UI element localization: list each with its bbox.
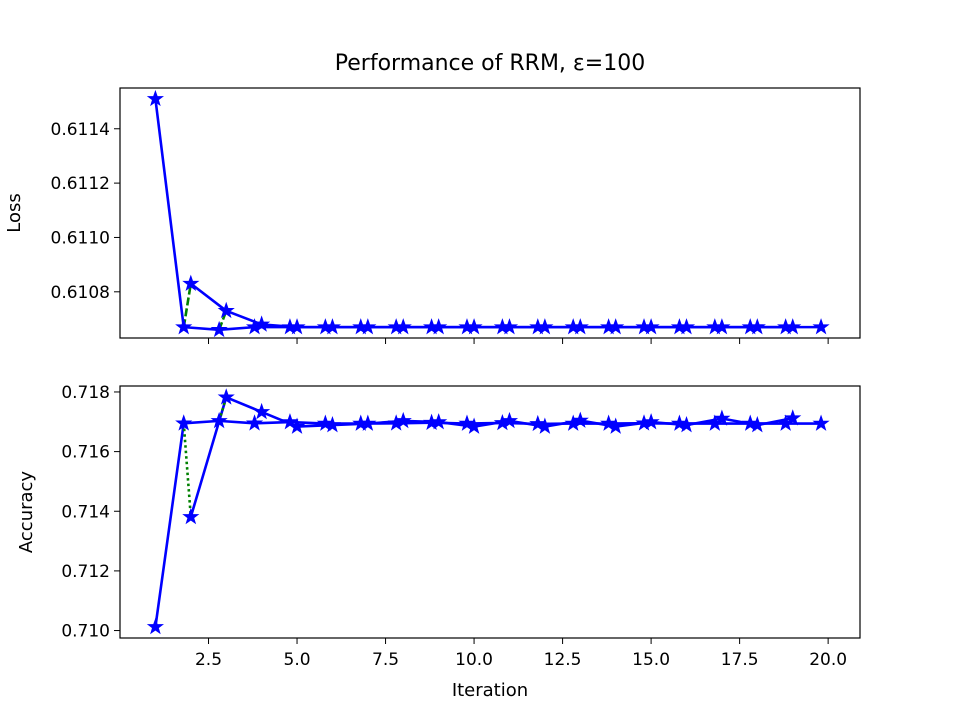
x-tick-label: 12.5 [544, 650, 582, 670]
connector-line [182, 283, 193, 328]
data-point-star [500, 318, 519, 335]
x-tick-label: 10.0 [455, 650, 493, 670]
data-point-star [217, 301, 235, 319]
data-point-star [288, 417, 306, 434]
data-point-star [571, 318, 589, 335]
y-tick-label: 0.710 [61, 622, 110, 642]
data-point-star [394, 318, 412, 335]
x-tick-label: 20.0 [809, 650, 847, 670]
data-point-star [430, 413, 448, 430]
data-point-star [458, 414, 476, 431]
data-point-star [571, 411, 589, 428]
x-tick-label: 17.5 [721, 650, 759, 670]
y-tick-label: 0.6112 [51, 174, 110, 194]
data-point-star [146, 617, 164, 635]
data-point-star [359, 318, 377, 335]
data-point-star [465, 318, 483, 335]
series-line [154, 98, 822, 332]
data-point-star [465, 417, 483, 434]
plot-area-frame [119, 87, 861, 339]
data-point-star [677, 318, 696, 335]
data-point-star [245, 414, 264, 431]
data-point-star [642, 413, 660, 430]
y-tick-label: 0.718 [61, 383, 110, 403]
x-tick-label: 2.5 [195, 650, 222, 670]
data-point-star [812, 414, 830, 431]
data-point-star [600, 414, 618, 431]
connector-line [217, 396, 228, 422]
y-tick-label: 0.716 [61, 443, 110, 463]
data-point-star [253, 315, 271, 332]
data-point-star [430, 318, 448, 335]
data-point-star [217, 388, 235, 405]
x-tick-label: 5.0 [284, 650, 311, 670]
x-tick-label: 7.5 [372, 650, 399, 670]
x-axis-label: Iteration [452, 680, 528, 701]
series-line [154, 419, 822, 628]
y-tick-label: 0.714 [61, 502, 110, 522]
data-point-star [536, 318, 554, 335]
data-point-star [281, 413, 299, 430]
data-point-star [812, 318, 830, 335]
data-point-star [175, 318, 193, 335]
y-axis-label: Accuracy [16, 471, 37, 554]
y-tick-label: 0.712 [61, 562, 110, 582]
data-point-star [359, 414, 377, 431]
data-point-star [210, 320, 228, 338]
y-tick-label: 0.6114 [51, 120, 110, 140]
series-line [190, 282, 793, 329]
data-point-star [394, 411, 412, 429]
connector-line [182, 423, 193, 518]
data-point-star [175, 414, 193, 431]
plot-area-frame [119, 385, 861, 639]
y-tick-label: 0.6108 [51, 283, 110, 303]
data-point-star [182, 507, 200, 525]
x-tick-label: 15.0 [632, 650, 670, 670]
data-point-star [642, 318, 660, 335]
data-point-star [529, 414, 547, 432]
data-point-star [748, 416, 766, 433]
chart-title: Performance of RRM, ε=100 [335, 51, 645, 76]
data-point-star [253, 402, 271, 420]
y-axis-label: Loss [4, 193, 25, 232]
data-point-star [182, 274, 200, 291]
data-point-star [288, 318, 306, 335]
y-tick-label: 0.6110 [51, 228, 110, 248]
data-point-star [323, 318, 342, 335]
data-point-star [500, 411, 519, 429]
data-point-star [607, 318, 625, 335]
data-point-star [713, 409, 731, 426]
loss-panel: 0.6108 0.6110 0.6112 0.6114 Loss [4, 87, 861, 344]
data-point-star [748, 318, 766, 335]
data-point-star [677, 416, 696, 433]
data-point-star [784, 409, 802, 426]
series-line [189, 396, 793, 518]
data-point-star [784, 318, 802, 335]
data-point-star [146, 89, 164, 107]
data-point-star [607, 417, 625, 434]
data-point-star [536, 417, 554, 434]
data-point-star [713, 318, 731, 335]
accuracy-panel: 2.5 5.0 7.5 10.0 12.5 15.0 17.5 20.0 0.710 0.712 0… [16, 383, 861, 701]
data-point-star [323, 416, 342, 433]
data-point-star [210, 411, 228, 429]
